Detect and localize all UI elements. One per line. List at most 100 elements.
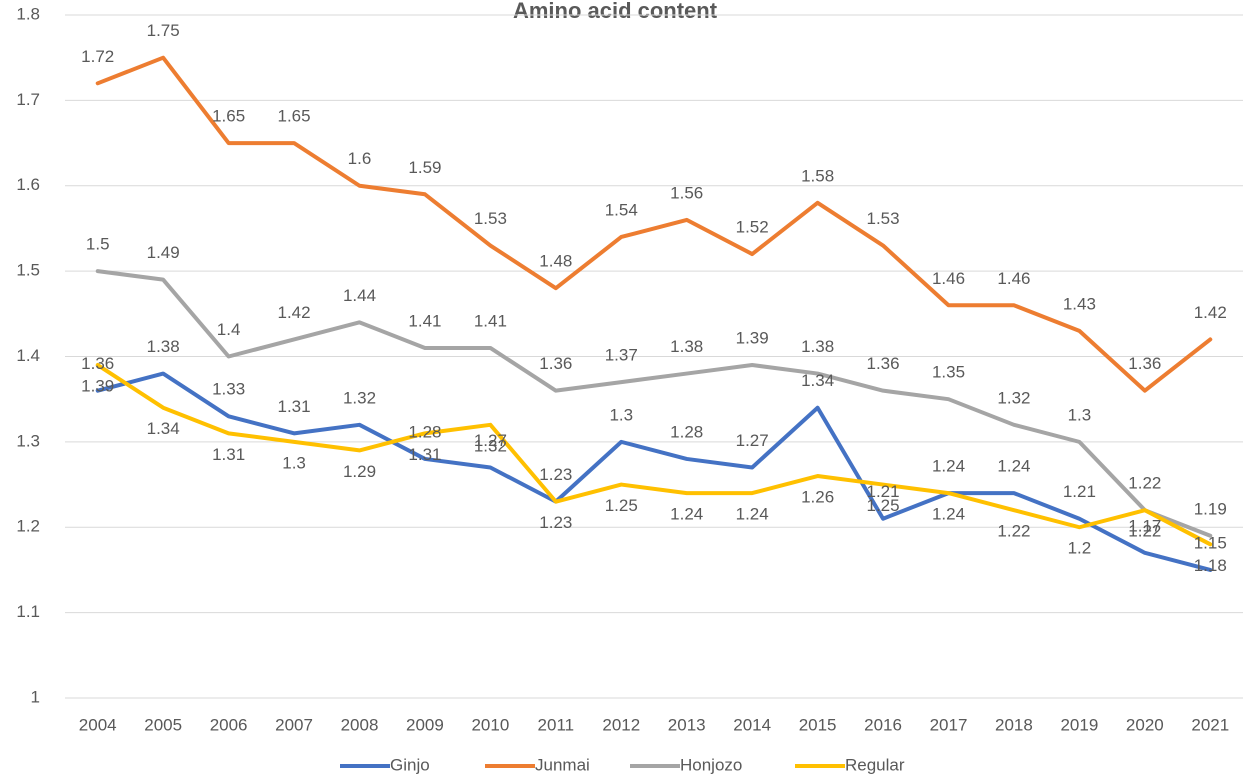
data-label: 1.59 (408, 158, 441, 177)
data-label: 1.32 (997, 388, 1030, 407)
data-label: 1.31 (408, 445, 441, 464)
data-label: 1.46 (997, 269, 1030, 288)
data-label: 1.35 (932, 363, 965, 382)
data-label: 1.36 (81, 354, 114, 373)
data-label: 1.41 (474, 311, 507, 330)
data-label: 1.46 (932, 269, 965, 288)
data-label: 1.39 (81, 377, 114, 396)
x-tick-label: 2010 (471, 715, 509, 734)
data-label: 1.36 (539, 354, 572, 373)
data-label: 1.53 (867, 209, 900, 228)
data-label: 1.33 (212, 380, 245, 399)
data-label: 1.21 (867, 482, 900, 501)
data-label: 1.28 (670, 422, 703, 441)
data-label: 1.3 (609, 405, 633, 424)
x-tick-label: 2013 (668, 715, 706, 734)
data-label: 1.32 (474, 436, 507, 455)
data-label: 1.38 (147, 337, 180, 356)
data-label: 1.23 (539, 465, 572, 484)
data-label: 1.26 (801, 488, 834, 507)
legend-label: Regular (845, 755, 905, 774)
y-tick-label: 1.1 (16, 602, 40, 621)
data-label: 1.52 (736, 218, 769, 237)
data-label: 1.2 (1068, 539, 1092, 558)
data-label: 1.48 (539, 252, 572, 271)
data-label: 1.19 (1194, 499, 1227, 518)
y-tick-label: 1.8 (16, 4, 40, 23)
legend-label: Ginjo (390, 755, 430, 774)
data-label: 1.24 (932, 457, 965, 476)
data-label: 1.15 (1194, 533, 1227, 552)
x-tick-label: 2017 (930, 715, 968, 734)
data-label: 1.44 (343, 286, 376, 305)
x-tick-label: 2005 (144, 715, 182, 734)
x-tick-label: 2018 (995, 715, 1033, 734)
data-label: 1.17 (1128, 516, 1161, 535)
x-tick-label: 2020 (1126, 715, 1164, 734)
y-tick-label: 1.6 (16, 175, 40, 194)
data-label: 1.28 (408, 422, 441, 441)
data-label: 1.32 (343, 388, 376, 407)
data-label: 1.38 (801, 337, 834, 356)
y-tick-label: 1.3 (16, 431, 40, 450)
data-label: 1.27 (736, 431, 769, 450)
data-label: 1.6 (348, 149, 372, 168)
x-tick-label: 2008 (341, 715, 379, 734)
x-tick-label: 2004 (79, 715, 117, 734)
x-tick-label: 2014 (733, 715, 771, 734)
data-label: 1.31 (278, 397, 311, 416)
data-label: 1.38 (670, 337, 703, 356)
data-label: 1.37 (605, 346, 638, 365)
y-tick-label: 1.2 (16, 517, 40, 536)
data-label: 1.41 (408, 311, 441, 330)
chart-title: Amino acid content (513, 0, 718, 23)
data-label: 1.42 (278, 303, 311, 322)
x-tick-label: 2016 (864, 715, 902, 734)
data-label: 1.54 (605, 200, 638, 219)
data-label: 1.25 (605, 496, 638, 515)
x-tick-label: 2021 (1191, 715, 1229, 734)
data-label: 1.23 (539, 513, 572, 532)
x-tick-label: 2009 (406, 715, 444, 734)
data-label: 1.22 (1128, 522, 1161, 541)
data-label: 1.29 (343, 462, 376, 481)
x-tick-label: 2007 (275, 715, 313, 734)
data-label: 1.24 (997, 457, 1030, 476)
legend-label: Honjozo (680, 755, 742, 774)
data-label: 1.5 (86, 235, 110, 254)
data-label: 1.75 (147, 21, 180, 40)
legend-label: Junmai (535, 755, 590, 774)
data-label: 1.4 (217, 320, 241, 339)
x-tick-label: 2015 (799, 715, 837, 734)
data-label: 1.39 (736, 329, 769, 348)
data-label: 1.24 (736, 505, 769, 524)
data-label: 1.34 (147, 419, 180, 438)
data-label: 1.36 (1128, 354, 1161, 373)
data-label: 1.56 (670, 183, 703, 202)
data-label: 1.22 (1128, 474, 1161, 493)
data-label: 1.72 (81, 47, 114, 66)
data-label: 1.43 (1063, 294, 1096, 313)
data-label: 1.49 (147, 243, 180, 262)
data-label: 1.24 (932, 505, 965, 524)
data-label: 1.22 (997, 522, 1030, 541)
data-label: 1.34 (801, 371, 834, 390)
data-label: 1.18 (1194, 556, 1227, 575)
y-tick-label: 1.4 (16, 346, 40, 365)
y-tick-label: 1.5 (16, 261, 40, 280)
data-label: 1.25 (867, 496, 900, 515)
data-label: 1.65 (212, 107, 245, 126)
series-line (95, 371, 1213, 572)
data-label: 1.24 (670, 505, 703, 524)
data-label: 1.31 (212, 445, 245, 464)
series-line (95, 363, 1213, 547)
x-tick-label: 2012 (602, 715, 640, 734)
y-tick-label: 1 (31, 687, 40, 706)
data-label: 1.53 (474, 209, 507, 228)
series-line (95, 55, 1213, 393)
data-label: 1.65 (278, 107, 311, 126)
y-tick-label: 1.7 (16, 90, 40, 109)
data-label: 1.36 (867, 354, 900, 373)
data-label: 1.27 (474, 431, 507, 450)
data-label: 1.3 (282, 453, 306, 472)
